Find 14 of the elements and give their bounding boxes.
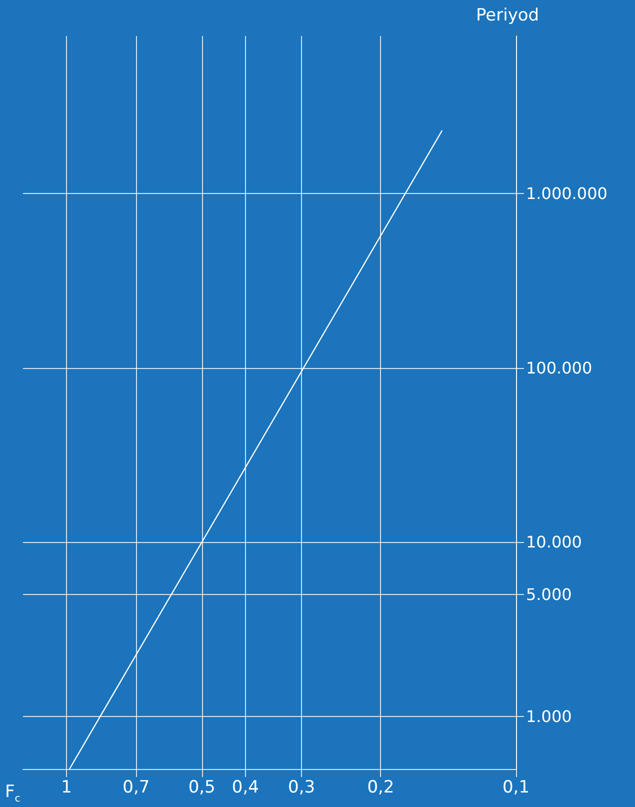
x-tick-label: 0,5 [188,778,216,798]
y-tick-label: 1.000.000 [526,184,608,203]
x-axis-title: F$_{c}$ [5,782,20,804]
y-tick-label: 5.000 [526,585,572,604]
y-tick-label: 100.000 [526,358,592,378]
x-tick-label: 0,7 [122,778,150,798]
y-tick-label: 10.000 [526,532,582,552]
y-tick-label: 1.000 [526,707,572,726]
y-axis-title: Periyod [476,6,540,26]
x-tick-label: 0,1 [502,778,530,798]
x-tick-label: 1 [61,778,72,798]
x-tick-label: 0,2 [367,778,394,798]
x-tick-label: 0,4 [232,778,259,798]
x-tick-label: 0,3 [288,778,316,798]
